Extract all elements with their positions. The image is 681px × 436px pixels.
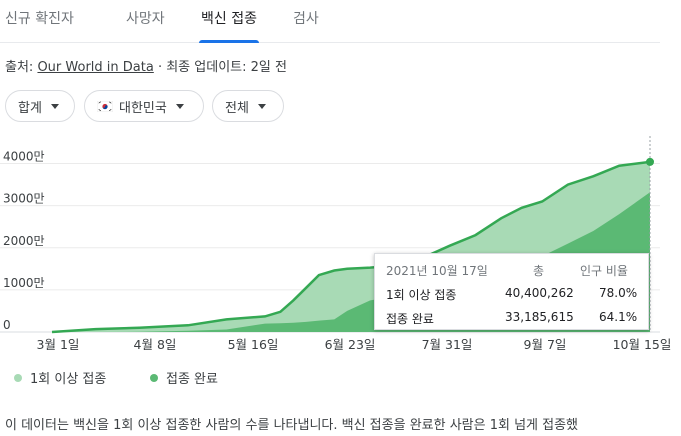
tooltip-col-ratio: 인구 비율 [580,264,628,278]
tooltip-row-ratio: 78.0% [599,286,638,300]
source-link[interactable]: Our World in Data [37,60,154,75]
legend-fully-vaccinated-swatch [150,373,158,382]
description-text: 이 데이터는 백신을 1회 이상 접종한 사람의 수를 나타냅니다. 백신 접종… [5,418,579,433]
tooltip-row-total: 40,400,262 [505,286,574,300]
tooltip-date: 2021년 10월 17일 [386,264,488,278]
y-axis-labels: 0 1000만 2000만 3000만 4000만 [3,150,45,332]
tab-tests[interactable]: 검사 [293,11,319,27]
x-tick-label: 7월 31일 [422,337,473,352]
tab-vaccinations[interactable]: 백신 접종 [199,0,259,43]
tooltip-row-label: 접종 완료 [386,312,434,326]
chevron-down-icon [257,103,266,109]
x-tick-label: 3월 1일 [37,337,80,352]
metric-dropdown[interactable]: 합계 [5,90,75,122]
korea-flag-icon [97,100,113,112]
x-axis-labels: 3월 1일 4월 8일 5월 16일 6월 23일 7월 31일 9월 7일 10월 15일 [37,337,672,352]
legend-fully-vaccinated-label: 접종 완료 [166,372,218,387]
legend-first-dose-swatch [14,373,22,382]
metric-dropdown-label: 합계 [18,100,42,116]
country-dropdown[interactable]: 대한민국 [84,90,204,122]
legend-first-dose: 1회 이상 접종 [14,368,106,387]
scope-dropdown[interactable]: 전체 [212,90,284,122]
y-tick-label: 1000만 [3,276,45,290]
hover-point-dot [646,157,654,166]
tab-bar: 신규 확진자 사망자 백신 접종 검사 [0,0,660,43]
chevron-down-icon [50,103,59,109]
source-prefix: 출처: [5,60,34,75]
tooltip-row-label: 1회 이상 접종 [386,288,457,302]
source-updated: · 최종 업데이트: 2일 전 [157,60,287,75]
x-tick-label: 10월 15일 [613,337,672,352]
y-tick-label: 2000만 [3,234,45,248]
chevron-down-icon [175,103,184,109]
legend-first-dose-label: 1회 이상 접종 [30,372,107,387]
x-tick-label: 6월 23일 [325,337,376,352]
x-tick-label: 5월 16일 [228,337,279,352]
source-line: 출처: Our World in Data · 최종 업데이트: 2일 전 [5,56,287,75]
x-tick-label: 4월 8일 [134,337,177,352]
tab-deaths[interactable]: 사망자 [126,11,165,27]
first-dose-line [51,160,651,334]
scope-dropdown-label: 전체 [225,100,249,116]
data-tooltip: 2021년 10월 17일 총 인구 비율 1회 이상 접종 40,400,26… [374,253,649,330]
tab-new-cases[interactable]: 신규 확진자 [5,11,74,27]
legend-fully-vaccinated: 접종 완료 [150,368,218,387]
tooltip-row-ratio: 64.1% [599,310,638,324]
y-tick-label: 3000만 [3,192,45,206]
y-tick-label: 4000만 [3,150,45,164]
tooltip-row-total: 33,185,615 [505,310,574,324]
tooltip-col-total: 총 [533,264,545,278]
x-tick-label: 9월 7일 [524,337,567,352]
y-tick-label: 0 [3,318,11,332]
country-dropdown-label: 대한민국 [119,100,167,116]
